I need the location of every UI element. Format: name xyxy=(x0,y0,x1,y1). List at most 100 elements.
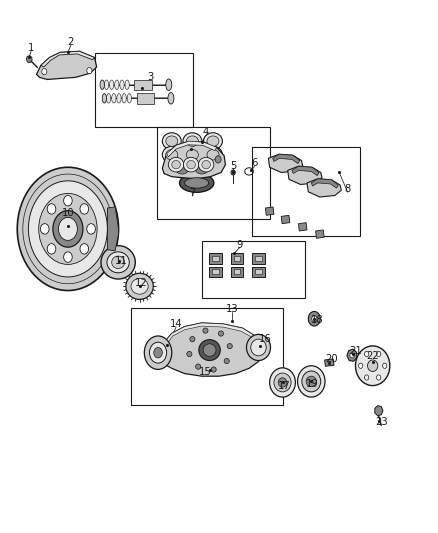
Ellipse shape xyxy=(80,244,88,254)
Polygon shape xyxy=(268,154,303,173)
Polygon shape xyxy=(288,166,322,184)
Text: 20: 20 xyxy=(325,354,338,365)
Text: 15: 15 xyxy=(199,367,212,377)
Ellipse shape xyxy=(270,368,295,397)
Ellipse shape xyxy=(227,344,232,349)
Polygon shape xyxy=(298,223,307,231)
Polygon shape xyxy=(26,55,32,62)
Ellipse shape xyxy=(350,353,354,358)
Ellipse shape xyxy=(195,163,208,174)
Ellipse shape xyxy=(40,224,49,234)
Ellipse shape xyxy=(202,160,210,169)
Polygon shape xyxy=(157,323,262,376)
Ellipse shape xyxy=(175,163,189,174)
Text: 2: 2 xyxy=(68,37,74,47)
Bar xyxy=(131,308,283,405)
Text: 14: 14 xyxy=(170,319,182,329)
Polygon shape xyxy=(281,215,290,224)
Text: 11: 11 xyxy=(115,256,127,266)
Ellipse shape xyxy=(42,69,47,75)
Text: 9: 9 xyxy=(237,239,243,249)
Ellipse shape xyxy=(162,133,181,149)
Ellipse shape xyxy=(302,371,321,392)
Polygon shape xyxy=(166,141,217,157)
Ellipse shape xyxy=(180,174,214,192)
Ellipse shape xyxy=(198,157,214,172)
Text: 12: 12 xyxy=(134,278,147,288)
Ellipse shape xyxy=(308,311,320,326)
Ellipse shape xyxy=(358,363,363,368)
Ellipse shape xyxy=(126,273,153,300)
Text: 10: 10 xyxy=(62,208,74,218)
Text: 6: 6 xyxy=(251,158,258,168)
Bar xyxy=(252,148,360,236)
Ellipse shape xyxy=(356,346,390,385)
Ellipse shape xyxy=(168,157,184,172)
Ellipse shape xyxy=(187,136,198,147)
Ellipse shape xyxy=(166,136,178,147)
Polygon shape xyxy=(36,51,97,79)
Ellipse shape xyxy=(101,246,135,279)
Ellipse shape xyxy=(166,79,172,91)
Ellipse shape xyxy=(204,147,223,163)
Ellipse shape xyxy=(191,159,213,177)
Ellipse shape xyxy=(377,351,381,357)
Ellipse shape xyxy=(274,373,291,392)
Ellipse shape xyxy=(171,159,193,177)
Text: 17: 17 xyxy=(278,381,291,391)
Text: 4: 4 xyxy=(203,127,209,137)
Ellipse shape xyxy=(47,244,56,254)
Bar xyxy=(255,256,262,261)
Ellipse shape xyxy=(166,149,178,160)
Ellipse shape xyxy=(122,94,126,103)
Polygon shape xyxy=(325,359,334,366)
Ellipse shape xyxy=(251,339,266,356)
Ellipse shape xyxy=(39,193,97,264)
Polygon shape xyxy=(272,154,300,164)
Ellipse shape xyxy=(377,375,381,380)
Ellipse shape xyxy=(87,68,92,74)
Bar xyxy=(137,93,154,103)
Ellipse shape xyxy=(100,80,104,90)
Ellipse shape xyxy=(364,351,369,357)
Bar xyxy=(157,126,270,220)
Ellipse shape xyxy=(312,316,317,322)
Ellipse shape xyxy=(53,211,83,247)
Text: 16: 16 xyxy=(259,334,272,344)
Polygon shape xyxy=(265,207,274,215)
Ellipse shape xyxy=(187,149,198,160)
Polygon shape xyxy=(107,207,119,251)
Ellipse shape xyxy=(203,344,216,357)
Ellipse shape xyxy=(154,348,162,358)
Ellipse shape xyxy=(207,136,219,147)
Ellipse shape xyxy=(185,177,208,188)
Bar xyxy=(233,256,240,261)
Polygon shape xyxy=(315,230,324,238)
Text: 22: 22 xyxy=(366,351,379,361)
Ellipse shape xyxy=(107,252,129,273)
Text: 5: 5 xyxy=(230,160,237,171)
Ellipse shape xyxy=(149,342,166,363)
Text: 18: 18 xyxy=(311,315,323,325)
Ellipse shape xyxy=(297,366,325,397)
Ellipse shape xyxy=(306,376,316,386)
Polygon shape xyxy=(311,179,338,188)
Text: 3: 3 xyxy=(147,72,153,83)
Ellipse shape xyxy=(64,252,72,262)
Polygon shape xyxy=(375,406,383,416)
Polygon shape xyxy=(252,266,265,277)
Ellipse shape xyxy=(204,133,223,149)
Polygon shape xyxy=(41,51,95,67)
Ellipse shape xyxy=(120,80,124,90)
Ellipse shape xyxy=(80,204,88,214)
Polygon shape xyxy=(230,266,244,277)
Ellipse shape xyxy=(207,149,219,160)
Polygon shape xyxy=(292,166,319,175)
Bar xyxy=(233,269,240,274)
Ellipse shape xyxy=(247,334,271,360)
Ellipse shape xyxy=(115,80,119,90)
Text: 7: 7 xyxy=(189,188,196,198)
Ellipse shape xyxy=(127,94,131,103)
Ellipse shape xyxy=(125,80,129,90)
Ellipse shape xyxy=(224,358,230,364)
